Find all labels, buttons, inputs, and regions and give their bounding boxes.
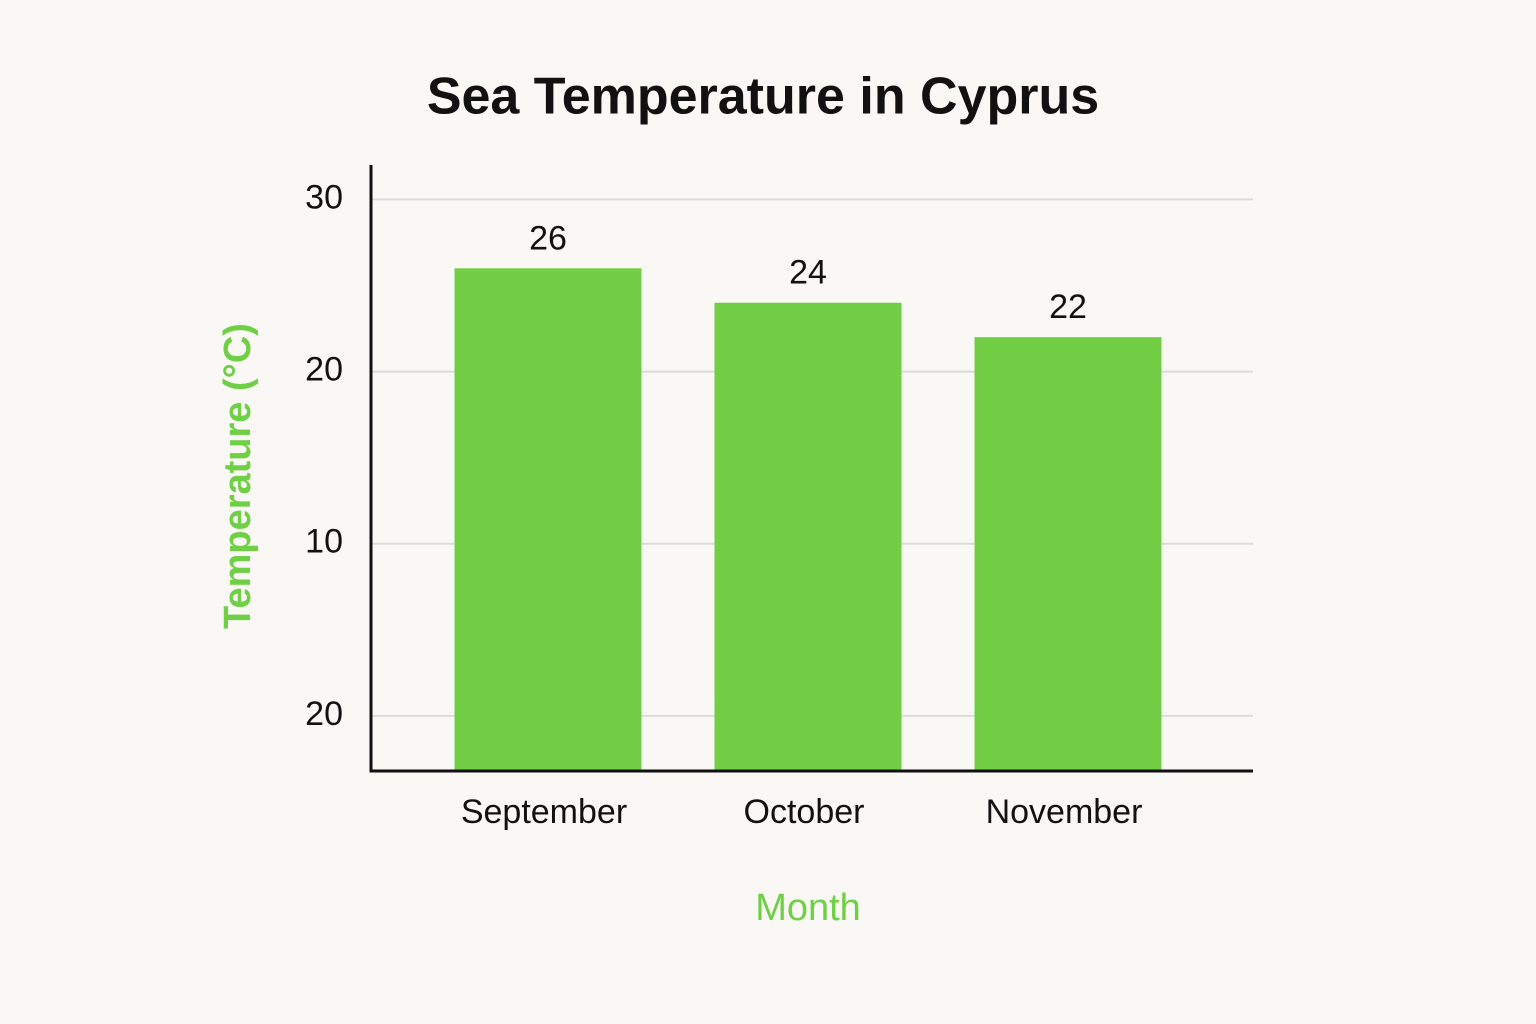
y-tick-label: 30 bbox=[305, 178, 343, 216]
bar bbox=[454, 268, 642, 771]
data-label: 24 bbox=[789, 254, 827, 292]
y-axis-label: Temperature (°C) bbox=[217, 323, 259, 629]
bar bbox=[974, 337, 1162, 771]
data-label: 26 bbox=[529, 219, 567, 257]
x-tick-label: November bbox=[986, 793, 1143, 831]
bar bbox=[714, 302, 902, 771]
x-tick-label: September bbox=[461, 793, 627, 831]
data-label: 22 bbox=[1049, 288, 1087, 326]
x-tick-label: October bbox=[744, 793, 865, 831]
y-tick-label: 10 bbox=[305, 523, 343, 561]
x-axis-label: Month bbox=[755, 887, 861, 929]
y-tick-label: 20 bbox=[305, 695, 343, 733]
chart-title: Sea Temperature in Cyprus bbox=[427, 68, 1099, 126]
y-tick-label: 20 bbox=[305, 351, 343, 389]
